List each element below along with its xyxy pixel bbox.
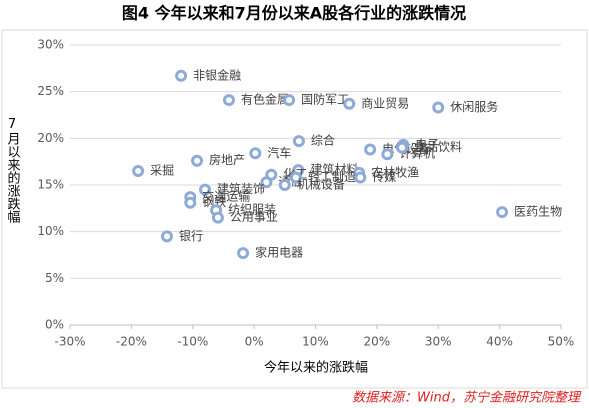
point [289,171,302,184]
point-label: 钢铁 [202,195,226,209]
x-tick-label: 30% [425,335,452,349]
point-label: 非银金融 [193,67,241,82]
x-tick-label: -20% [116,335,147,349]
point-label: 医药生物 [514,205,562,219]
point-label: 计算机 [399,146,435,161]
point-label: 综合 [311,133,335,148]
point-label: 机械设备 [297,177,345,192]
point [260,176,273,189]
chart-border [1,29,588,389]
y-tick-label: 0% [45,318,64,332]
x-tick-label: 40% [486,335,513,349]
point-label: 轻工制造 [308,170,356,184]
y-tick-label: 30% [37,38,64,52]
chart-title: 图4 今年以来和7月份以来A股各行业的涨跌情况 [122,4,466,23]
x-tick-label: 50% [548,335,575,349]
source-note: 数据来源：Wind，苏宁金融研究院整理 [352,390,582,406]
y-tick-label: 5% [45,271,64,285]
point-label: 食品饮料 [414,139,462,154]
point-label: 采掘 [150,163,174,178]
point [283,94,296,107]
point [496,206,509,219]
x-tick-label: -30% [54,335,85,349]
point-label: 建筑装饰 [217,181,265,196]
point [222,94,235,107]
point-label: 纺织服装 [228,203,276,217]
point [160,230,173,243]
point [191,154,204,167]
point-label: 国防军工 [301,92,349,107]
point [432,101,445,114]
y-tick-label: 25% [37,84,64,98]
point [354,171,367,184]
x-axis-label: 今年以来的涨跌幅 [264,360,368,376]
point [292,135,305,148]
x-tick-label: -10% [177,335,208,349]
x-tick-label: 10% [302,335,329,349]
point-label: 汽车 [267,145,291,160]
point-label: 建筑材料 [310,162,358,177]
point-label: 有色金属 [241,92,289,107]
point-label: 银行 [179,229,203,243]
y-tick-label: 15% [37,178,64,192]
point [184,196,197,209]
point-label: 房地产 [209,152,245,167]
point [175,69,188,82]
point-label: 农林牧渔 [371,165,419,179]
point [381,148,394,161]
point-label: 传媒 [372,169,396,184]
point-label: 商业贸易 [361,95,409,110]
point [199,183,212,196]
point-label: 交通运输 [202,189,250,204]
point [132,165,145,177]
x-tick-label: 0% [245,335,264,349]
point [211,211,224,224]
y-axis-label: 7月以来的涨跌幅 [5,117,21,224]
point-label: 家用电器 [255,245,303,260]
y-tick-label: 20% [37,131,64,145]
x-tick-label: 20% [364,335,391,349]
point [237,247,250,260]
point [343,97,356,110]
point [278,179,291,191]
point-label: 公用事业 [230,210,278,224]
point-label: 休闲服务 [450,99,498,114]
y-tick-label: 10% [37,224,64,238]
point [396,141,409,154]
point [364,143,377,156]
point [249,147,262,160]
point-label: 电子 [415,137,439,151]
